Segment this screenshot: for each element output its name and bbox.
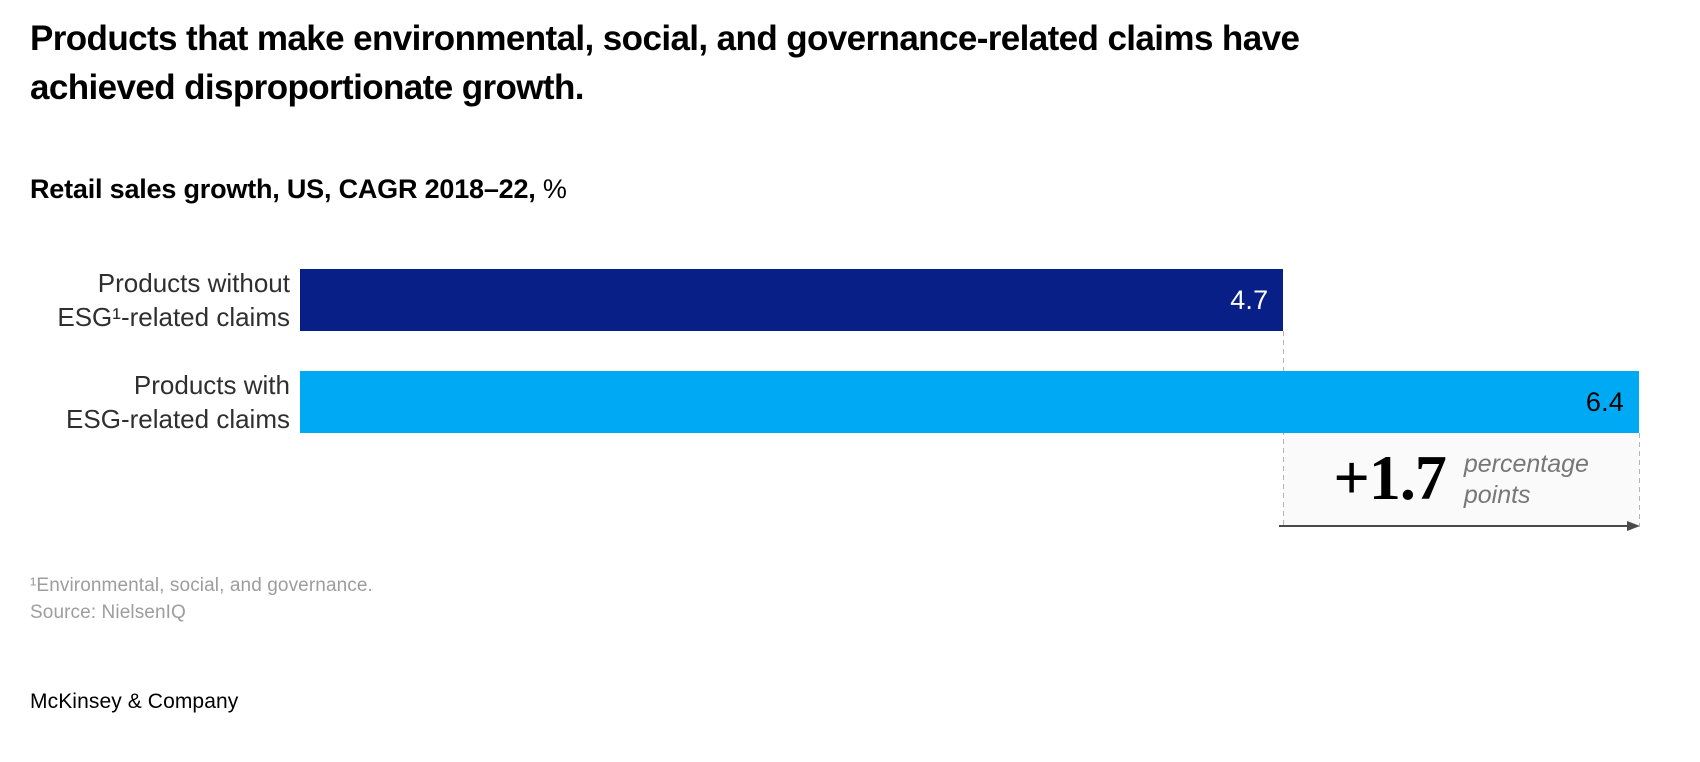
- delta-arrow-line: [1279, 525, 1632, 527]
- chart-subtitle-text: Retail sales growth, US, CAGR 2018–22,: [30, 174, 536, 204]
- footnote-esg-definition: ¹Environmental, social, and governance.: [30, 575, 373, 596]
- delta-value: +1.7: [1333, 442, 1446, 513]
- bar-label-line: Products with: [133, 370, 290, 400]
- page-title-line-2: achieved disproportionate growth.: [30, 68, 584, 107]
- dashed-guide-line-bar2-end: [1639, 433, 1640, 527]
- page-title: Products that make environmental, social…: [30, 14, 1670, 112]
- bar-label-line: ESG¹-related claims: [57, 302, 290, 332]
- delta-unit-line: points: [1463, 481, 1531, 509]
- delta-arrow-head-icon: [1627, 521, 1640, 531]
- delta-unit-label: percentage points: [1464, 449, 1589, 511]
- chart-subtitle: Retail sales growth, US, CAGR 2018–22, %: [30, 174, 567, 205]
- delta-annotation: +1.7 percentage points: [1279, 433, 1640, 531]
- delta-unit-line: percentage: [1463, 450, 1589, 478]
- bar-label-with-esg: Products with ESG-related claims: [0, 370, 290, 434]
- bar-value-label: 6.4: [1585, 386, 1624, 417]
- bar-label-without-esg: Products without ESG¹-related claims: [0, 268, 290, 332]
- bar-without-esg: 4.7: [300, 269, 1284, 331]
- mckinsey-wordmark: McKinsey & Company: [30, 690, 239, 713]
- footnotes: ¹Environmental, social, and governance. …: [30, 572, 373, 626]
- bar-label-line: ESG-related claims: [66, 404, 290, 434]
- bar-value-label: 4.7: [1230, 284, 1269, 315]
- footnote-source: Source: NielsenIQ: [30, 602, 186, 623]
- bar-label-line: Products without: [97, 268, 290, 298]
- chart-subtitle-unit: %: [535, 174, 567, 204]
- page-title-line-1: Products that make environmental, social…: [30, 19, 1300, 58]
- bar-with-esg: 6.4: [300, 371, 1639, 433]
